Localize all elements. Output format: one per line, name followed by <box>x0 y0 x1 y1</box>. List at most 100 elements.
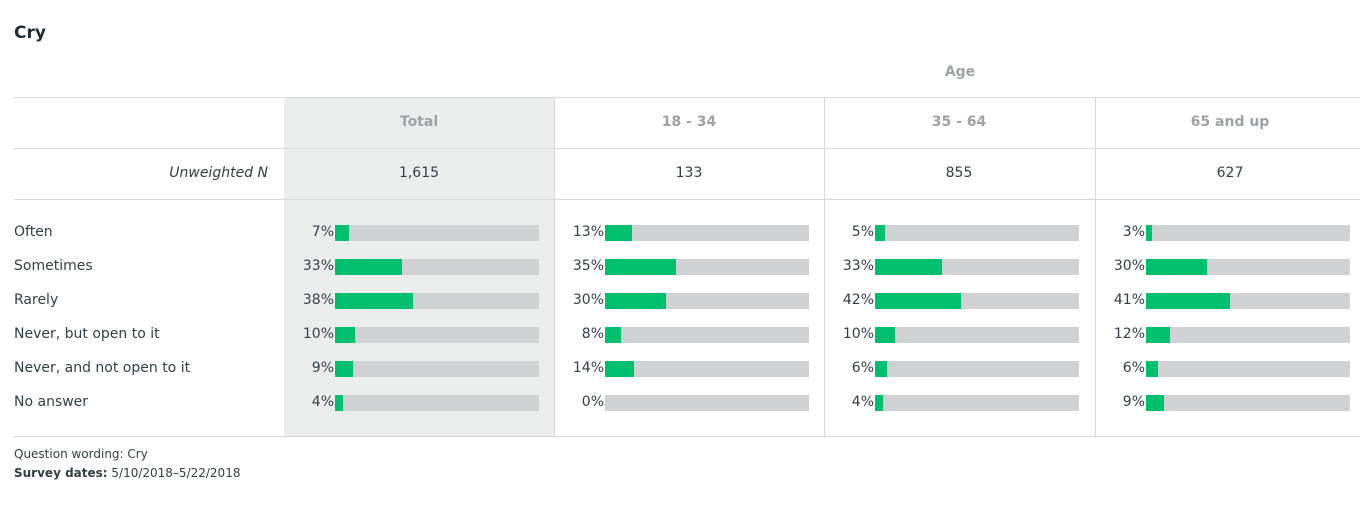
row-label: Never, but open to it <box>14 326 160 342</box>
column-divider <box>554 97 555 436</box>
bar-track <box>605 225 809 241</box>
bar-track <box>1146 225 1350 241</box>
bar-track <box>875 259 1079 275</box>
divider-header <box>14 148 1360 149</box>
data-label: 5% <box>851 224 874 240</box>
unweighted-n-label: Unweighted N <box>169 165 268 181</box>
bar-track <box>335 327 539 343</box>
wording-value: Cry <box>127 447 148 461</box>
data-label: 0% <box>581 394 604 410</box>
data-label: 7% <box>311 224 334 240</box>
bar-track <box>875 395 1079 411</box>
bar-track <box>605 395 809 411</box>
bar <box>605 259 677 275</box>
bar-track <box>1146 361 1350 377</box>
bar <box>335 395 344 411</box>
data-label: 33% <box>302 258 334 274</box>
bar-track <box>335 225 539 241</box>
column-header: Total <box>399 114 439 130</box>
data-label: 30% <box>1113 258 1145 274</box>
unweighted-n-value: 855 <box>945 165 973 181</box>
bar-track <box>1146 395 1350 411</box>
data-label: 6% <box>851 360 874 376</box>
column-divider <box>1095 97 1096 436</box>
column-header: 35 - 64 <box>931 114 987 130</box>
data-label: 30% <box>572 292 604 308</box>
age-group-label: Age <box>944 64 976 80</box>
unweighted-n-value: 1,615 <box>398 165 440 181</box>
data-label: 38% <box>302 292 334 308</box>
data-label: 35% <box>572 258 604 274</box>
bar-track <box>875 225 1079 241</box>
data-label: 3% <box>1122 224 1145 240</box>
bar <box>1146 361 1159 377</box>
bar <box>1146 259 1208 275</box>
bar <box>605 225 632 241</box>
column-header: 18 - 34 <box>661 114 717 130</box>
data-label: 10% <box>302 326 334 342</box>
data-label: 14% <box>572 360 604 376</box>
bar <box>1146 293 1230 309</box>
bar-track <box>605 361 809 377</box>
bar <box>335 327 356 343</box>
bar <box>605 327 622 343</box>
wording-label: Question wording: <box>14 447 124 461</box>
row-label: Often <box>14 224 53 240</box>
divider-bottom <box>14 436 1360 437</box>
row-label: Rarely <box>14 292 59 308</box>
bar <box>1146 225 1153 241</box>
data-label: 9% <box>1122 394 1145 410</box>
bar <box>875 259 943 275</box>
data-label: 8% <box>581 326 604 342</box>
bar-track <box>1146 259 1350 275</box>
bar-track <box>335 293 539 309</box>
data-label: 12% <box>1113 326 1145 342</box>
bar-track <box>1146 327 1350 343</box>
bar <box>605 361 634 377</box>
divider-top <box>14 97 1360 98</box>
bar-track <box>1146 293 1350 309</box>
bar <box>335 225 350 241</box>
unweighted-n-value: 133 <box>675 165 703 181</box>
footer-wording: Question wording: Cry <box>14 447 148 461</box>
bar <box>1146 327 1171 343</box>
bar-track <box>335 395 539 411</box>
bar <box>875 225 886 241</box>
row-label: No answer <box>14 394 89 410</box>
footer-dates: Survey dates: 5/10/2018–5/22/2018 <box>14 466 240 480</box>
bar-track <box>875 293 1079 309</box>
data-label: 6% <box>1122 360 1145 376</box>
bar <box>1146 395 1165 411</box>
bar <box>875 395 884 411</box>
column-header: 65 and up <box>1190 114 1270 130</box>
data-label: 42% <box>842 292 874 308</box>
unweighted-n-value: 627 <box>1216 165 1244 181</box>
bar-track <box>605 293 809 309</box>
row-label: Never, and not open to it <box>14 360 191 376</box>
bar <box>335 259 403 275</box>
dates-value: 5/10/2018–5/22/2018 <box>111 466 241 480</box>
bar <box>335 293 413 309</box>
bar <box>605 293 667 309</box>
dates-label: Survey dates: <box>14 466 108 480</box>
bar <box>875 361 888 377</box>
data-label: 33% <box>842 258 874 274</box>
bar-track <box>605 259 809 275</box>
data-label: 13% <box>572 224 604 240</box>
column-divider <box>824 97 825 436</box>
bar <box>875 293 961 309</box>
bar <box>335 361 354 377</box>
bar <box>875 327 896 343</box>
bar-track <box>335 361 539 377</box>
divider-n <box>14 199 1360 200</box>
row-label: Sometimes <box>14 258 93 274</box>
data-label: 4% <box>851 394 874 410</box>
data-label: 9% <box>311 360 334 376</box>
data-label: 10% <box>842 326 874 342</box>
bar-track <box>875 361 1079 377</box>
bar-track <box>875 327 1079 343</box>
data-label: 4% <box>311 394 334 410</box>
bar-track <box>605 327 809 343</box>
bar-track <box>335 259 539 275</box>
title: Cry <box>14 23 46 43</box>
